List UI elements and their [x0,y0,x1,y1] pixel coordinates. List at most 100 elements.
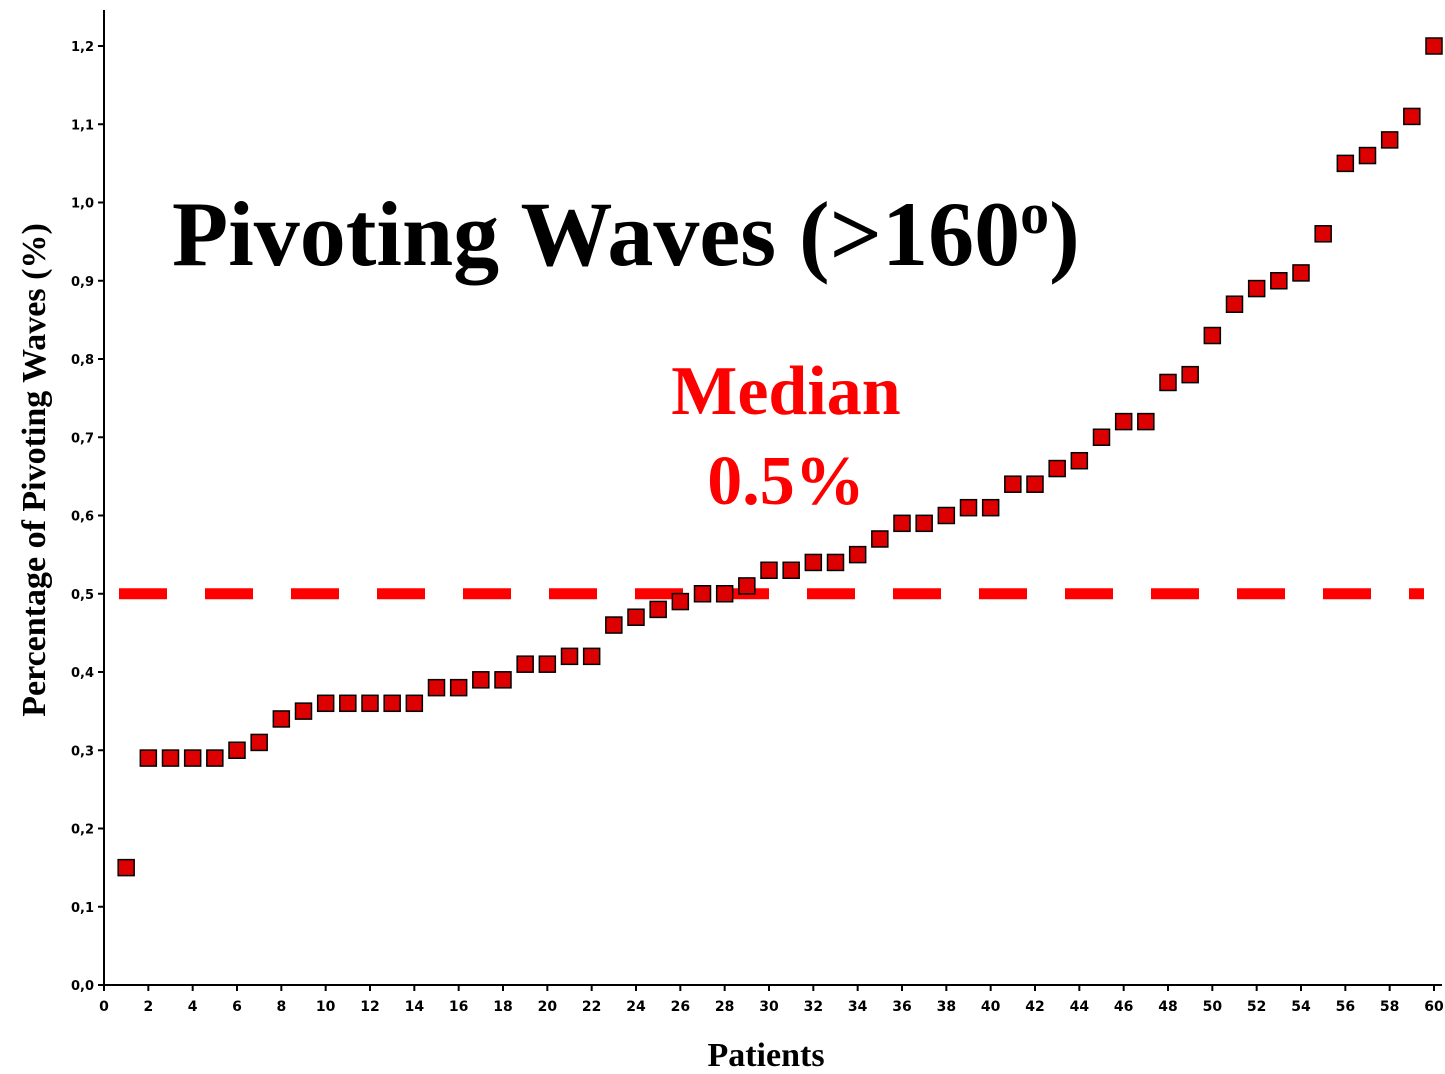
x-tick-label: 14 [405,999,425,1015]
data-point [1247,279,1266,298]
data-point [893,514,911,533]
data-point [693,585,712,603]
data-point [1070,451,1089,470]
data-point [161,749,180,767]
data-point [1004,475,1022,493]
data-point [139,749,158,767]
x-tick-label: 30 [759,999,779,1015]
x-tick-label: 22 [582,999,601,1015]
data-point [339,694,357,713]
x-tick-label: 48 [1158,999,1177,1015]
x-tick-label: 38 [937,999,956,1015]
data-point [449,678,468,697]
y-tick-label: 0,7 [71,431,94,446]
data-point [316,694,335,713]
data-point [1203,326,1222,345]
data-point [383,694,401,713]
data-point [959,498,978,517]
data-point [117,858,135,877]
x-tick-label: 4 [188,999,198,1015]
data-point [582,647,601,666]
data-point [361,694,379,713]
data-point [981,498,1000,517]
x-tick-label: 60 [1424,999,1444,1015]
data-point [605,616,623,634]
data-point [649,600,667,619]
y-tick-label: 1,0 [71,197,94,212]
y-tick-label: 0,8 [71,353,94,368]
x-tick-label: 44 [1070,999,1090,1015]
data-point [1048,459,1066,478]
data-point [405,694,424,713]
x-tick-label: 10 [316,999,336,1015]
data-point [250,733,268,752]
data-point [871,530,889,548]
y-tick-label: 0,1 [71,901,94,916]
data-point [1270,272,1288,290]
x-tick-label: 28 [715,999,734,1015]
y-tick-label: 0,0 [71,979,94,994]
x-tick-label: 16 [449,999,468,1015]
data-point [1358,146,1377,165]
x-tick-label: 20 [538,999,558,1015]
x-tick-label: 0 [99,999,109,1015]
data-point [294,702,313,720]
data-point [1292,264,1310,282]
data-point [848,545,867,564]
x-tick-label: 2 [143,999,153,1015]
data-point [494,671,512,689]
y-ticks: 0,0 0,1 0,2 0,3 0,4 0,5 0,6 0,7 0,8 0,9 1,0 1,1 1,2 [71,40,104,994]
data-point [738,577,756,595]
data-point [1159,373,1177,392]
data-point [427,678,446,697]
data-points [117,37,1443,877]
data-point [1181,365,1199,384]
x-tick-label: 32 [804,999,823,1015]
data-point [715,585,734,603]
x-tick-label: 36 [892,999,911,1015]
data-point [1425,37,1443,55]
x-tick-label: 42 [1025,999,1044,1015]
data-point [915,514,933,533]
data-point [272,710,291,728]
data-point [472,671,490,689]
data-point [804,553,823,572]
median-value: 0.5% [707,443,865,520]
y-tick-label: 0,9 [71,275,94,290]
x-tick-label: 34 [848,999,868,1015]
data-point [1336,154,1355,173]
data-point [1314,225,1332,243]
x-ticks: 0 2 4 6 8 10 12 14 16 18 20 22 24 26 28 30 32 34 36 38 40 42 4… [99,985,1444,1015]
y-tick-label: 0,2 [71,823,94,838]
data-point [1225,295,1244,313]
x-tick-label: 8 [276,999,286,1015]
x-tick-label: 50 [1203,999,1223,1015]
data-point [627,608,645,626]
x-tick-label: 46 [1114,999,1133,1015]
y-axis-title: Percentage of Pivoting Waves (%) [16,223,53,717]
data-point [1026,475,1044,493]
data-point [1137,412,1155,431]
data-point [1114,412,1133,431]
chart-title: Pivoting Waves (>160o) [172,181,1080,285]
data-point [538,655,557,673]
y-tick-label: 0,4 [71,666,94,681]
y-tick-label: 0,3 [71,744,94,759]
data-point [560,647,579,666]
data-point [206,749,224,767]
data-point [516,655,534,673]
median-label: Median [671,353,900,430]
data-point [671,592,690,611]
data-point [183,749,202,767]
x-tick-label: 24 [626,999,646,1015]
x-tick-label: 40 [981,999,1001,1015]
x-tick-label: 58 [1380,999,1399,1015]
data-point [760,561,778,580]
y-tick-label: 1,2 [71,40,94,55]
data-point [937,506,956,525]
y-tick-label: 1,1 [71,118,94,133]
y-tick-label: 0,5 [71,588,94,603]
x-tick-label: 18 [493,999,512,1015]
data-point [1092,428,1111,446]
